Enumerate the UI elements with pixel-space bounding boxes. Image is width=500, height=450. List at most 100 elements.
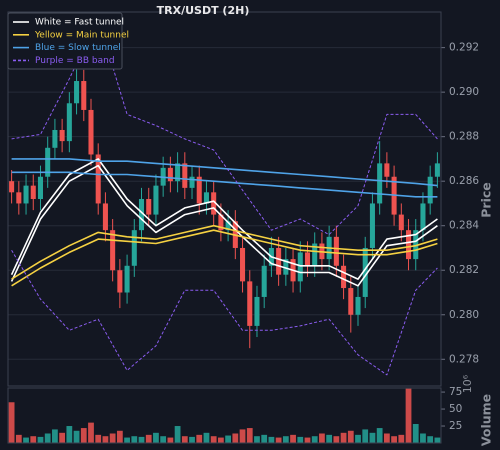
- tunnel-line: [11, 224, 438, 280]
- candle-body: [117, 270, 123, 293]
- candle-body: [304, 252, 311, 266]
- candle-body: [59, 129, 65, 142]
- y-tick-label: 0.290: [449, 86, 479, 98]
- volume-bar: [109, 433, 116, 443]
- chart-title: TRX/USDT (2H): [157, 4, 250, 17]
- volume-bar: [181, 436, 188, 443]
- candle-body: [297, 252, 303, 282]
- volume-bar: [160, 436, 167, 443]
- volume-bar: [420, 433, 426, 443]
- volume-bar: [232, 433, 239, 443]
- candle-body: [182, 163, 188, 188]
- volume-bar: [254, 436, 260, 443]
- candle-body: [312, 243, 318, 266]
- candle-body: [23, 185, 29, 204]
- legend-label: White = Fast tunnel: [35, 18, 124, 28]
- volume-bar: [297, 436, 304, 443]
- candle-body: [254, 296, 260, 326]
- volume-bar: [282, 436, 289, 443]
- volume-bar: [153, 432, 159, 443]
- candle-body: [355, 296, 361, 315]
- candle-body: [74, 81, 80, 104]
- candle-body: [81, 81, 87, 110]
- candle-body: [247, 281, 253, 326]
- candle-body: [218, 214, 224, 231]
- volume-bar: [347, 430, 354, 443]
- candle-body: [341, 265, 347, 289]
- volume-bar: [398, 434, 405, 443]
- candle-body: [9, 181, 15, 193]
- volume-bar: [15, 434, 22, 443]
- candle-body: [240, 247, 246, 282]
- candle-body: [211, 192, 217, 215]
- volume-bar: [131, 436, 138, 443]
- volume-bar: [102, 436, 109, 443]
- candle-body: [45, 147, 51, 177]
- candle-body: [124, 265, 130, 293]
- volume-bar: [23, 437, 29, 443]
- volume-bar: [218, 437, 224, 443]
- candle-body: [427, 176, 433, 204]
- y-tick-label: 0.286: [449, 175, 479, 187]
- volume-bar: [210, 436, 217, 443]
- volume-bar: [174, 426, 181, 443]
- candle-body: [196, 176, 202, 204]
- volume-bar: [196, 434, 203, 443]
- tunnel-line: [10, 158, 438, 280]
- volume-bar: [203, 432, 210, 443]
- volume-bar: [246, 428, 253, 443]
- indicator-lines: [10, 18, 438, 376]
- candle-body: [398, 214, 404, 231]
- volume-bar: [362, 429, 369, 443]
- y-tick-label: 0.292: [449, 42, 479, 54]
- candle-body: [95, 154, 101, 204]
- marks: [8, 65, 441, 443]
- candle-body: [167, 167, 173, 182]
- y-tick-label: 0.282: [449, 264, 479, 276]
- volume-y-tick-label: 75: [449, 386, 462, 398]
- candle-body: [88, 109, 94, 155]
- price-frame: [7, 11, 442, 387]
- volume-axis-label: Volume: [479, 394, 494, 446]
- candle-body: [175, 163, 181, 182]
- tunnel-line: [11, 229, 438, 287]
- candle-body: [131, 230, 137, 266]
- volume-bar: [434, 437, 441, 443]
- volume-bar: [405, 388, 412, 443]
- legend-label: Blue = Slow tunnel: [35, 43, 121, 53]
- volume-bar: [412, 423, 419, 443]
- tunnel-line: [11, 158, 438, 187]
- volume-bar: [311, 436, 318, 443]
- volume-bar: [333, 436, 340, 443]
- candle-body: [362, 247, 368, 297]
- volume-bar: [319, 433, 325, 443]
- candle-body: [146, 199, 152, 215]
- volume-offset-label: 10⁶: [461, 374, 474, 393]
- y-tick-label: 0.284: [449, 220, 479, 232]
- candle-body: [377, 163, 383, 204]
- volume-bar: [275, 437, 282, 443]
- candle-body: [434, 163, 440, 177]
- volume-bar: [145, 434, 152, 443]
- y-tick-label: 0.278: [449, 353, 479, 365]
- volume-bar: [66, 426, 73, 443]
- volume-bar: [52, 429, 58, 443]
- legend-box: [7, 12, 123, 70]
- candle-body: [102, 203, 108, 231]
- candle-body: [110, 230, 116, 271]
- candle-body: [276, 247, 282, 275]
- candle-body: [283, 259, 289, 275]
- volume-bar: [376, 428, 383, 443]
- volume-bar: [124, 437, 130, 443]
- volume-bar: [189, 436, 195, 443]
- candle-body: [37, 176, 44, 199]
- candle-body: [384, 163, 390, 177]
- volume-bar: [44, 433, 51, 443]
- candle-body: [261, 265, 267, 297]
- y-axis-label: Price: [479, 182, 494, 218]
- volume-bar: [340, 432, 347, 443]
- legend-label: Yellow = Main tunnel: [34, 30, 129, 40]
- volume-bar: [239, 429, 246, 443]
